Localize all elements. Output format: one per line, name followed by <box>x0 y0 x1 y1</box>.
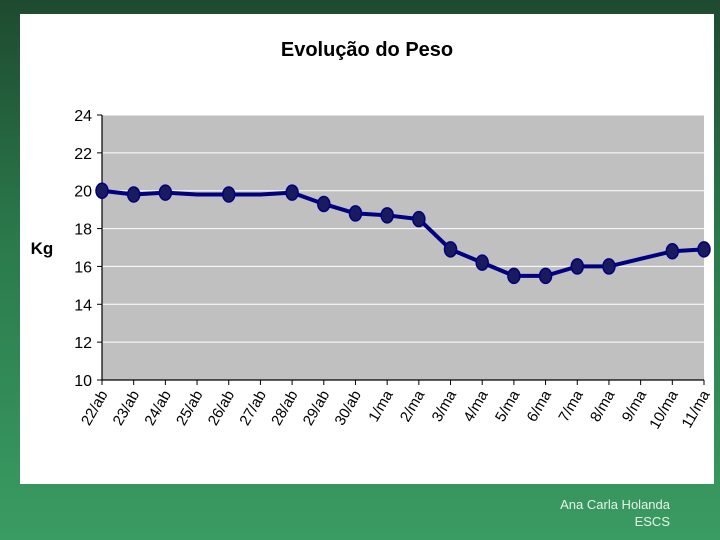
y-tick-label: 10 <box>74 373 92 390</box>
plot-area <box>102 115 704 380</box>
slide-panel: Evolução do Peso Kg 10 12 14 16 18 20 22 24 22/a… <box>20 14 714 484</box>
x-tick-label: 8/ma <box>587 387 619 425</box>
x-tick-label: 23/ab <box>110 388 143 429</box>
x-tick-label: 26/ab <box>205 388 238 429</box>
y-tick-label: 16 <box>74 259 92 276</box>
data-point <box>665 243 680 260</box>
data-point <box>570 258 585 275</box>
y-tick-label: 22 <box>74 146 92 163</box>
x-tick-label: 29/ab <box>300 388 333 429</box>
data-point <box>602 258 616 275</box>
data-point <box>285 184 299 201</box>
credit-institution: ESCS <box>634 514 670 529</box>
credit-author: Ana Carla Holanda <box>560 497 670 512</box>
x-tick-label: 22/ab <box>78 388 111 429</box>
data-point <box>443 241 458 258</box>
x-tick-label: 28/ab <box>268 388 301 429</box>
x-tick-label: 30/ab <box>331 388 364 429</box>
y-tick-label: 14 <box>74 297 92 314</box>
data-point <box>380 207 394 224</box>
x-tick-label: 7/ma <box>555 387 587 425</box>
x-tick-label: 9/ma <box>619 387 651 425</box>
data-point <box>507 267 521 285</box>
x-tick-label: 6/ma <box>524 387 556 425</box>
x-tick-label: 2/ma <box>397 387 429 425</box>
data-point <box>697 241 711 258</box>
y-tick-label: 18 <box>74 222 92 239</box>
data-point <box>538 267 553 285</box>
data-point <box>126 186 141 203</box>
data-point <box>348 205 363 222</box>
x-tick-label: 10/ma <box>646 387 682 432</box>
y-tick-label: 20 <box>74 184 92 201</box>
x-tick-label: 24/ab <box>141 388 174 429</box>
x-tick-label: 5/ma <box>492 387 524 425</box>
weight-chart: Evolução do Peso Kg 10 12 14 16 18 20 22 24 22/a… <box>31 39 714 432</box>
y-tick-label: 12 <box>74 335 92 352</box>
x-tick-label: 3/ma <box>429 387 461 425</box>
data-point <box>475 254 489 271</box>
chart-title: Evolução do Peso <box>281 39 453 61</box>
x-tick-label: 27/ab <box>236 388 269 429</box>
data-point <box>221 186 236 203</box>
data-point <box>158 184 173 201</box>
x-tick-label: 1/ma <box>365 387 397 425</box>
y-tick-label: 24 <box>74 108 92 125</box>
data-point <box>412 210 426 228</box>
data-point <box>95 182 109 199</box>
x-tick-label: 4/ma <box>460 387 492 425</box>
x-tick-label: 25/ab <box>173 388 206 429</box>
data-point <box>317 195 331 213</box>
y-axis-label: Kg <box>31 239 54 258</box>
x-tick-label: 11/ma <box>678 387 713 431</box>
